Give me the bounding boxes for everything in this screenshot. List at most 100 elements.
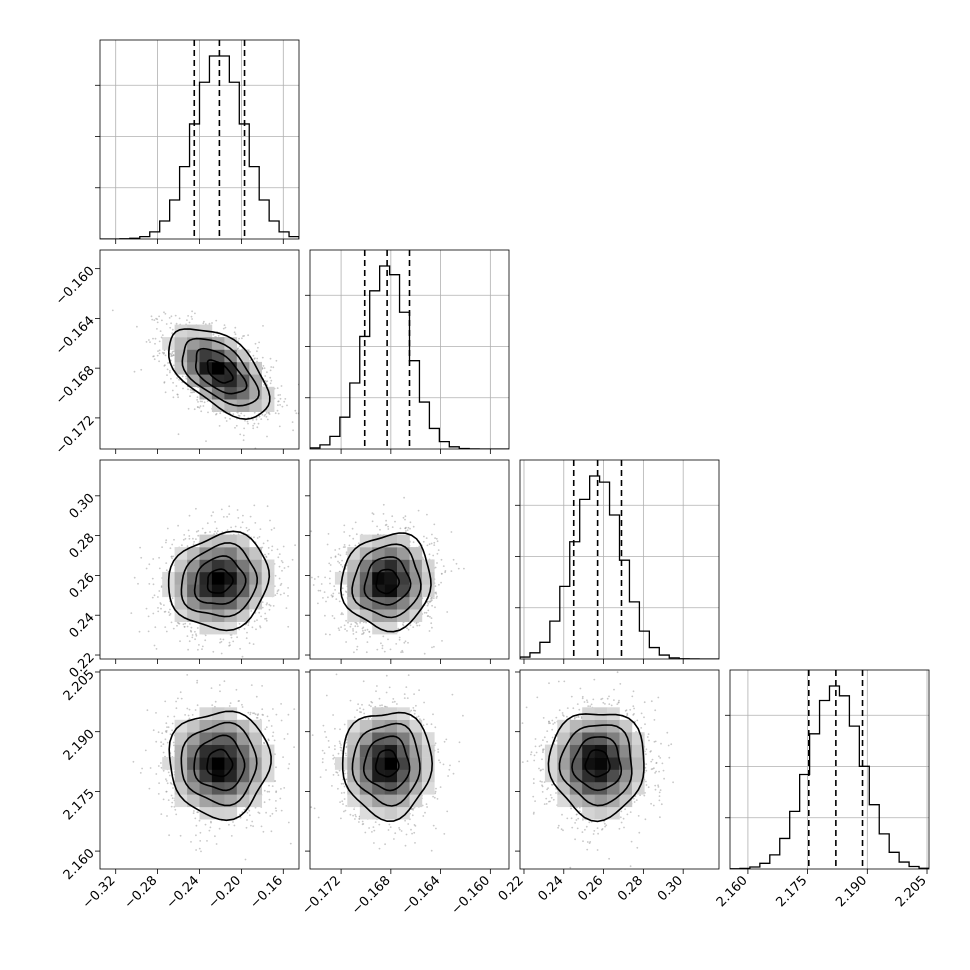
sample-point xyxy=(381,644,384,647)
sample-point xyxy=(273,454,275,456)
sample-point xyxy=(158,340,161,343)
sample-point xyxy=(156,318,159,321)
sample-point xyxy=(256,619,258,621)
sample-point xyxy=(261,601,264,603)
sample-point xyxy=(440,581,442,584)
sample-point xyxy=(241,521,244,524)
sample-point xyxy=(165,541,167,544)
sample-point xyxy=(230,526,233,529)
sample-point xyxy=(259,528,262,530)
contour-line xyxy=(167,328,271,421)
sample-point xyxy=(345,591,348,594)
sample-point xyxy=(234,333,237,336)
sample-point xyxy=(287,565,290,568)
sample-point xyxy=(434,585,437,588)
sample-point xyxy=(257,346,259,349)
sample-point xyxy=(285,607,288,609)
sample-point xyxy=(406,627,408,630)
sample-point xyxy=(171,597,174,600)
sample-point xyxy=(261,356,264,359)
sample-point xyxy=(206,522,209,525)
panel-frame xyxy=(99,39,300,240)
sample-point xyxy=(403,496,405,499)
sample-point xyxy=(165,562,168,564)
sample-point xyxy=(376,525,378,528)
sample-point xyxy=(359,621,361,624)
sample-point xyxy=(177,433,180,436)
sample-point xyxy=(222,327,225,330)
sample-point xyxy=(366,641,369,643)
sample-point xyxy=(333,617,336,620)
sample-point xyxy=(264,612,267,615)
sample-point xyxy=(209,660,211,662)
sample-point xyxy=(355,631,358,633)
sample-point xyxy=(164,626,167,628)
sample-point xyxy=(334,556,337,558)
sample-point xyxy=(423,535,425,538)
sample-point xyxy=(201,648,203,650)
sample-point xyxy=(261,413,264,416)
sample-point xyxy=(283,567,286,569)
sample-point xyxy=(171,557,174,560)
sample-point xyxy=(196,396,199,399)
sample-point xyxy=(403,641,406,644)
sample-point xyxy=(433,544,436,546)
sample-point xyxy=(186,635,189,637)
sample-point xyxy=(362,631,365,634)
density-cell xyxy=(187,584,200,598)
sample-point xyxy=(246,666,248,668)
sample-point xyxy=(232,413,235,415)
sample-point xyxy=(252,354,255,357)
sample-point xyxy=(175,385,178,387)
sample-point xyxy=(253,422,256,425)
sample-point xyxy=(263,415,266,417)
sample-point xyxy=(357,542,360,545)
sample-point xyxy=(171,328,174,331)
sample-point xyxy=(216,530,219,533)
sample-point xyxy=(170,353,173,356)
sample-point xyxy=(244,419,246,422)
sample-point xyxy=(265,619,268,622)
sample-point xyxy=(191,318,194,320)
sample-point xyxy=(266,539,269,542)
contour-line xyxy=(193,555,247,605)
sample-point xyxy=(329,633,331,636)
sample-point xyxy=(347,621,349,624)
sample-point xyxy=(174,314,177,317)
sample-point xyxy=(279,584,282,586)
sample-point xyxy=(342,613,344,616)
sample-point xyxy=(188,321,191,324)
sample-point xyxy=(372,513,375,516)
sample-point xyxy=(217,334,220,337)
sample-point xyxy=(258,341,260,344)
sample-point xyxy=(252,427,255,430)
sample-point xyxy=(166,374,168,376)
sample-point xyxy=(412,541,415,544)
sample-point xyxy=(423,611,426,614)
sample-point xyxy=(338,562,341,564)
sample-point xyxy=(258,611,261,614)
sample-point xyxy=(275,359,278,362)
sample-point xyxy=(434,537,436,539)
sample-point xyxy=(197,648,199,651)
sample-point xyxy=(153,319,156,321)
sample-point xyxy=(185,377,188,380)
sample-point xyxy=(287,587,289,589)
sample-point xyxy=(179,640,181,643)
sample-point xyxy=(328,577,331,580)
sample-point xyxy=(313,578,316,580)
sample-point xyxy=(273,527,276,529)
y-tick-label: 0.24 xyxy=(67,610,98,641)
sample-point xyxy=(156,354,159,357)
density-cell xyxy=(236,559,250,573)
density-cell xyxy=(224,584,238,598)
sample-point xyxy=(170,315,173,318)
density-cell xyxy=(224,621,238,635)
sample-point xyxy=(165,323,168,325)
sample-point xyxy=(187,388,189,391)
sample-point xyxy=(442,565,445,567)
sample-point xyxy=(266,371,268,374)
sample-point xyxy=(194,638,197,641)
sample-point xyxy=(136,325,138,328)
sample-point xyxy=(169,547,172,550)
